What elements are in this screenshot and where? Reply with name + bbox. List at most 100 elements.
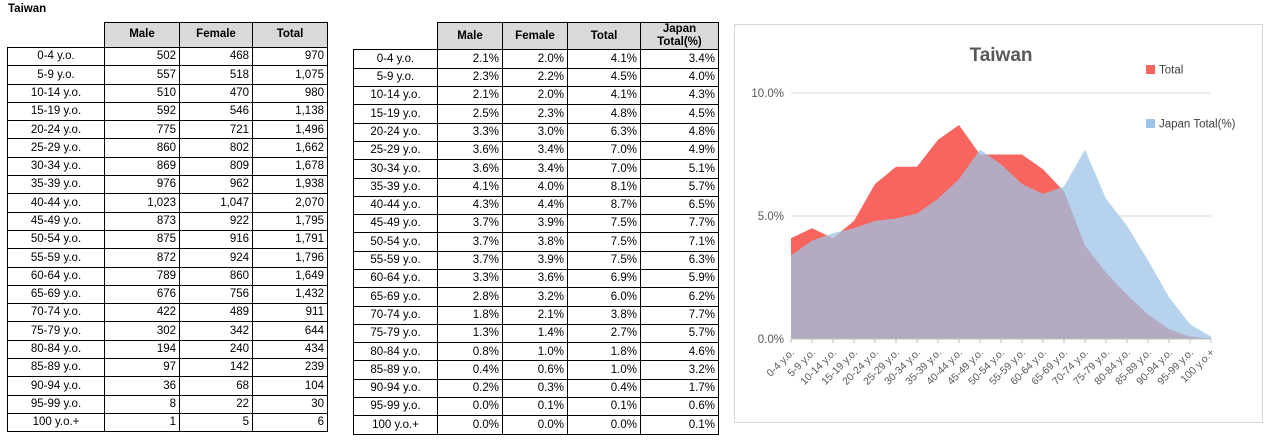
value-cell[interactable]: 1.8% <box>437 305 503 325</box>
value-cell[interactable]: 1,138 <box>252 101 328 122</box>
value-cell[interactable]: 2.8% <box>437 287 503 307</box>
value-cell[interactable]: 0.3% <box>502 378 568 399</box>
value-cell[interactable]: 1,938 <box>252 175 328 195</box>
value-cell[interactable]: 4.1% <box>437 177 503 197</box>
value-cell[interactable]: 872 <box>104 248 180 268</box>
value-cell[interactable]: 0.8% <box>437 342 503 362</box>
row-label-cell[interactable]: 10-14 y.o. <box>7 83 105 103</box>
value-cell[interactable]: 7.5% <box>567 214 641 234</box>
value-cell[interactable]: 756 <box>179 284 253 305</box>
value-cell[interactable]: 775 <box>104 120 180 140</box>
value-cell[interactable]: 592 <box>104 101 180 122</box>
value-cell[interactable]: 546 <box>179 101 253 122</box>
value-cell[interactable]: 6.9% <box>567 268 641 289</box>
value-cell[interactable]: 4.6% <box>640 342 719 362</box>
value-cell[interactable]: 4.4% <box>502 195 568 216</box>
value-cell[interactable]: 4.9% <box>640 140 719 161</box>
row-label-cell[interactable]: 65-69 y.o. <box>7 284 105 305</box>
column-header[interactable]: Total <box>252 22 328 48</box>
value-cell[interactable]: 1,678 <box>252 156 328 177</box>
row-label-cell[interactable]: 5-9 y.o. <box>7 65 105 85</box>
value-cell[interactable]: 1.0% <box>502 342 568 362</box>
value-cell[interactable]: 36 <box>104 376 180 396</box>
row-label-cell[interactable]: 75-79 y.o. <box>7 321 105 341</box>
value-cell[interactable]: 1,796 <box>252 248 328 268</box>
value-cell[interactable]: 3.2% <box>640 360 719 380</box>
row-label-cell[interactable]: 90-94 y.o. <box>7 376 105 396</box>
value-cell[interactable]: 7.5% <box>567 250 641 271</box>
value-cell[interactable]: 4.8% <box>640 122 719 142</box>
value-cell[interactable]: 1 <box>104 412 180 433</box>
value-cell[interactable]: 3.8% <box>502 232 568 252</box>
value-cell[interactable]: 980 <box>252 83 328 103</box>
value-cell[interactable]: 97 <box>104 358 180 378</box>
row-label-cell[interactable]: 100 y.o.+ <box>353 415 438 435</box>
value-cell[interactable]: 470 <box>179 83 253 103</box>
value-cell[interactable]: 2.0% <box>502 49 568 69</box>
value-cell[interactable]: 4.0% <box>640 67 719 88</box>
column-header[interactable]: Total <box>567 21 641 51</box>
row-label-cell[interactable]: 60-64 y.o. <box>353 268 438 289</box>
row-label-cell[interactable]: 100 y.o.+ <box>7 412 105 433</box>
value-cell[interactable]: 104 <box>252 376 328 396</box>
value-cell[interactable]: 3.6% <box>437 140 503 161</box>
row-label-cell[interactable]: 20-24 y.o. <box>7 120 105 140</box>
value-cell[interactable]: 510 <box>104 83 180 103</box>
value-cell[interactable]: 0.4% <box>437 360 503 380</box>
value-cell[interactable]: 644 <box>252 321 328 341</box>
row-label-cell[interactable]: 0-4 y.o. <box>353 49 438 69</box>
row-label-cell[interactable]: 55-59 y.o. <box>7 248 105 268</box>
value-cell[interactable]: 970 <box>252 46 328 67</box>
value-cell[interactable]: 240 <box>179 339 253 360</box>
value-cell[interactable]: 5 <box>179 412 253 433</box>
row-label-cell[interactable]: 55-59 y.o. <box>353 250 438 271</box>
value-cell[interactable]: 2.5% <box>437 104 503 124</box>
value-cell[interactable]: 2.3% <box>502 104 568 124</box>
value-cell[interactable]: 3.9% <box>502 214 568 234</box>
value-cell[interactable]: 3.6% <box>437 159 503 179</box>
value-cell[interactable]: 869 <box>104 156 180 177</box>
row-label-cell[interactable]: 50-54 y.o. <box>353 232 438 252</box>
value-cell[interactable]: 557 <box>104 65 180 85</box>
value-cell[interactable]: 0.0% <box>567 415 641 435</box>
value-cell[interactable]: 7.1% <box>640 232 719 252</box>
row-label-cell[interactable]: 95-99 y.o. <box>7 394 105 414</box>
value-cell[interactable]: 22 <box>179 394 253 414</box>
value-cell[interactable]: 1,432 <box>252 284 328 305</box>
row-label-cell[interactable]: 0-4 y.o. <box>7 46 105 67</box>
value-cell[interactable]: 802 <box>179 138 253 158</box>
value-cell[interactable]: 0.6% <box>502 360 568 380</box>
value-cell[interactable]: 3.4% <box>502 159 568 179</box>
row-label-cell[interactable]: 70-74 y.o. <box>7 303 105 323</box>
value-cell[interactable]: 1,791 <box>252 229 328 250</box>
value-cell[interactable]: 3.7% <box>437 232 503 252</box>
value-cell[interactable]: 6.5% <box>640 195 719 216</box>
row-label-cell[interactable]: 80-84 y.o. <box>7 339 105 360</box>
value-cell[interactable]: 6.3% <box>567 122 641 142</box>
row-label-cell[interactable]: 40-44 y.o. <box>353 195 438 216</box>
column-header[interactable]: Japan Total(%) <box>640 21 719 51</box>
corner-cell[interactable] <box>353 22 438 50</box>
value-cell[interactable]: 5.7% <box>640 323 719 344</box>
value-cell[interactable]: 302 <box>104 321 180 341</box>
value-cell[interactable]: 1,795 <box>252 211 328 231</box>
value-cell[interactable]: 873 <box>104 211 180 231</box>
row-label-cell[interactable]: 15-19 y.o. <box>353 104 438 124</box>
value-cell[interactable]: 6.0% <box>567 287 641 307</box>
value-cell[interactable]: 68 <box>179 376 253 396</box>
value-cell[interactable]: 0.1% <box>567 397 641 417</box>
value-cell[interactable]: 976 <box>104 175 180 195</box>
value-cell[interactable]: 3.4% <box>502 140 568 161</box>
value-cell[interactable]: 1,075 <box>252 65 328 85</box>
value-cell[interactable]: 4.8% <box>567 104 641 124</box>
value-cell[interactable]: 3.4% <box>640 49 719 69</box>
row-label-cell[interactable]: 80-84 y.o. <box>353 342 438 362</box>
value-cell[interactable]: 809 <box>179 156 253 177</box>
value-cell[interactable]: 2.1% <box>502 305 568 325</box>
row-label-cell[interactable]: 15-19 y.o. <box>7 101 105 122</box>
row-label-cell[interactable]: 60-64 y.o. <box>7 266 105 286</box>
value-cell[interactable]: 4.0% <box>502 177 568 197</box>
population-area-chart[interactable]: 0.0% 5.0% 10.0% 0-4 y.o. 5-9 y.o. 10-14 y.o. 1… <box>734 24 1263 423</box>
value-cell[interactable]: 4.3% <box>437 195 503 216</box>
value-cell[interactable]: 875 <box>104 229 180 250</box>
